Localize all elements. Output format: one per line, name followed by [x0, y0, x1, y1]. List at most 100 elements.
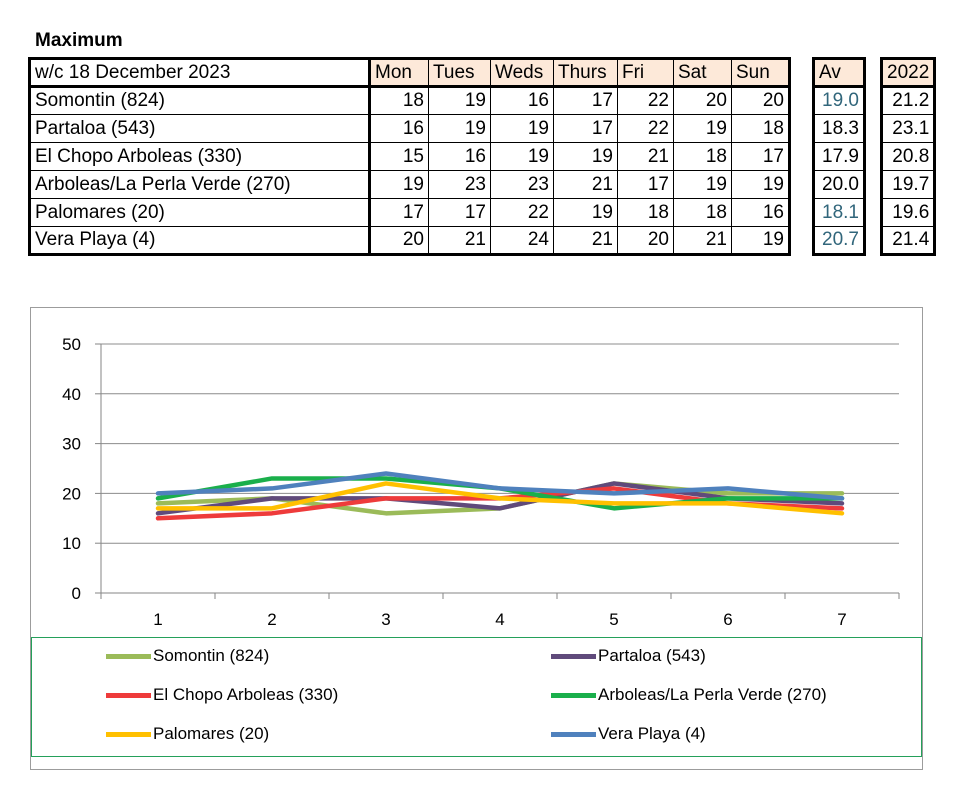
x-tick-label: 1	[153, 610, 162, 629]
location-name: Palomares (20)	[29, 198, 371, 227]
average-cell: 18.3	[813, 114, 865, 143]
day-header: Sun	[731, 58, 790, 88]
x-tick-label: 5	[609, 610, 618, 629]
legend-swatch	[106, 731, 151, 737]
location-name: Partaloa (543)	[29, 114, 371, 143]
y-tick-label: 50	[62, 335, 81, 354]
average-cell: 20.7	[813, 226, 865, 255]
location-name: Vera Playa (4)	[29, 226, 371, 255]
legend-item: El Chopo Arboleas (330)	[106, 685, 338, 705]
legend-label: Somontin (824)	[153, 646, 270, 665]
temperature-cell: 20	[673, 86, 732, 115]
table-header-row: w/c 18 December 2023 Mon Tues Weds Thurs…	[29, 58, 790, 88]
previous-year-cell: 19.7	[880, 170, 936, 199]
series-line	[155, 481, 845, 516]
day-header: Sat	[673, 58, 732, 88]
x-tick-label: 6	[723, 610, 732, 629]
temperature-cell: 19	[490, 142, 554, 171]
temperature-cell: 17	[617, 170, 674, 199]
table-row: Palomares (20) 17 17 22 19 18 18 16	[29, 198, 790, 227]
legend-label: Arboleas/La Perla Verde (270)	[598, 685, 827, 704]
legend-swatch	[551, 653, 596, 659]
previous-year-table: 2022 21.2 23.1 20.8 19.7 19.6 21.4	[880, 57, 937, 256]
temperature-cell: 17	[553, 114, 618, 143]
temperature-cell: 15	[369, 142, 429, 171]
legend-swatch	[551, 692, 596, 698]
temperature-cell: 20	[617, 226, 674, 255]
legend-label: El Chopo Arboleas (330)	[153, 685, 339, 704]
temperature-cell: 19	[428, 86, 491, 115]
x-tick-label: 4	[495, 610, 504, 629]
week-label: w/c 18 December 2023	[29, 58, 371, 88]
previous-year-cell: 21.4	[880, 226, 936, 255]
temperature-cell: 16	[428, 142, 491, 171]
previous-year-cell: 23.1	[880, 114, 936, 143]
legend-item: Arboleas/La Perla Verde (270)	[551, 685, 827, 705]
legend-swatch	[551, 731, 596, 737]
x-tick-label: 7	[837, 610, 846, 629]
temperature-cell: 23	[428, 170, 491, 199]
temperature-cell: 21	[673, 226, 732, 255]
temperature-cell: 20	[369, 226, 429, 255]
chart-legend: Somontin (824) Partaloa (543) El Chopo Arb…	[31, 637, 922, 757]
temperature-cell: 18	[673, 198, 732, 227]
legend-swatch	[106, 653, 151, 659]
average-cell: 17.9	[813, 142, 865, 171]
legend-item: Somontin (824)	[106, 646, 269, 666]
y-tick-label: 20	[62, 484, 81, 503]
series-line	[155, 471, 845, 501]
average-cell: 20.0	[813, 170, 865, 199]
location-name: Somontin (824)	[29, 86, 371, 115]
temperature-cell: 19	[428, 114, 491, 143]
y-tick-label: 0	[72, 584, 81, 603]
day-header: Thurs	[553, 58, 618, 88]
line-chart: 0 10 20 30 40 50 1 2 3 4 5 6 7	[62, 335, 900, 629]
y-tick-label: 10	[62, 534, 81, 553]
temperature-cell: 19	[553, 142, 618, 171]
table-row: El Chopo Arboleas (330) 15 16 19 19 21 18 17	[29, 142, 790, 171]
temperature-cell: 19	[731, 226, 790, 255]
average-table: Av 19.0 18.3 17.9 20.0 18.1 20.7	[812, 57, 866, 256]
temperature-cell: 21	[553, 170, 618, 199]
temperature-cell: 19	[673, 170, 732, 199]
temperature-cell: 20	[731, 86, 790, 115]
previous-year-cell: 19.6	[880, 198, 936, 227]
legend-label: Vera Playa (4)	[598, 724, 706, 743]
page-title: Maximum	[35, 30, 123, 51]
temperature-cell: 24	[490, 226, 554, 255]
temperature-cell: 21	[428, 226, 491, 255]
table-row: Arboleas/La Perla Verde (270) 19 23 23 21 17 1…	[29, 170, 790, 199]
table-row: Vera Playa (4) 20 21 24 21 20 21 19	[29, 226, 790, 255]
temperature-cell: 22	[617, 114, 674, 143]
temperature-cell: 17	[428, 198, 491, 227]
day-header: Tues	[428, 58, 491, 88]
table-row: Partaloa (543) 16 19 19 17 22 19 18	[29, 114, 790, 143]
previous-year-header: 2022	[880, 58, 936, 88]
legend-swatch	[106, 692, 151, 698]
legend-item: Vera Playa (4)	[551, 724, 706, 744]
legend-label: Palomares (20)	[153, 724, 270, 743]
temperature-cell: 23	[490, 170, 554, 199]
temperature-cell: 22	[490, 198, 554, 227]
temperature-cell: 17	[553, 86, 618, 115]
temperature-cell: 18	[731, 114, 790, 143]
temperature-cell: 22	[617, 86, 674, 115]
temperature-cell: 16	[731, 198, 790, 227]
table-row: Somontin (824) 18 19 16 17 22 20 20	[29, 86, 790, 115]
y-tick-label: 30	[62, 435, 81, 454]
temperature-cell: 19	[731, 170, 790, 199]
legend-label: Partaloa (543)	[598, 646, 706, 665]
temperature-cell: 21	[617, 142, 674, 171]
temperature-cell: 19	[553, 198, 618, 227]
temperature-cell: 16	[369, 114, 429, 143]
previous-year-cell: 20.8	[880, 142, 936, 171]
temperature-cell: 17	[731, 142, 790, 171]
temperature-cell: 19	[673, 114, 732, 143]
x-tick-label: 3	[381, 610, 390, 629]
temperature-cell: 18	[617, 198, 674, 227]
temperature-cell: 17	[369, 198, 429, 227]
temperature-cell: 18	[369, 86, 429, 115]
temperature-cell: 21	[553, 226, 618, 255]
previous-year-cell: 21.2	[880, 86, 936, 115]
chart-area: 0 10 20 30 40 50 1 2 3 4 5 6 7	[30, 307, 923, 770]
